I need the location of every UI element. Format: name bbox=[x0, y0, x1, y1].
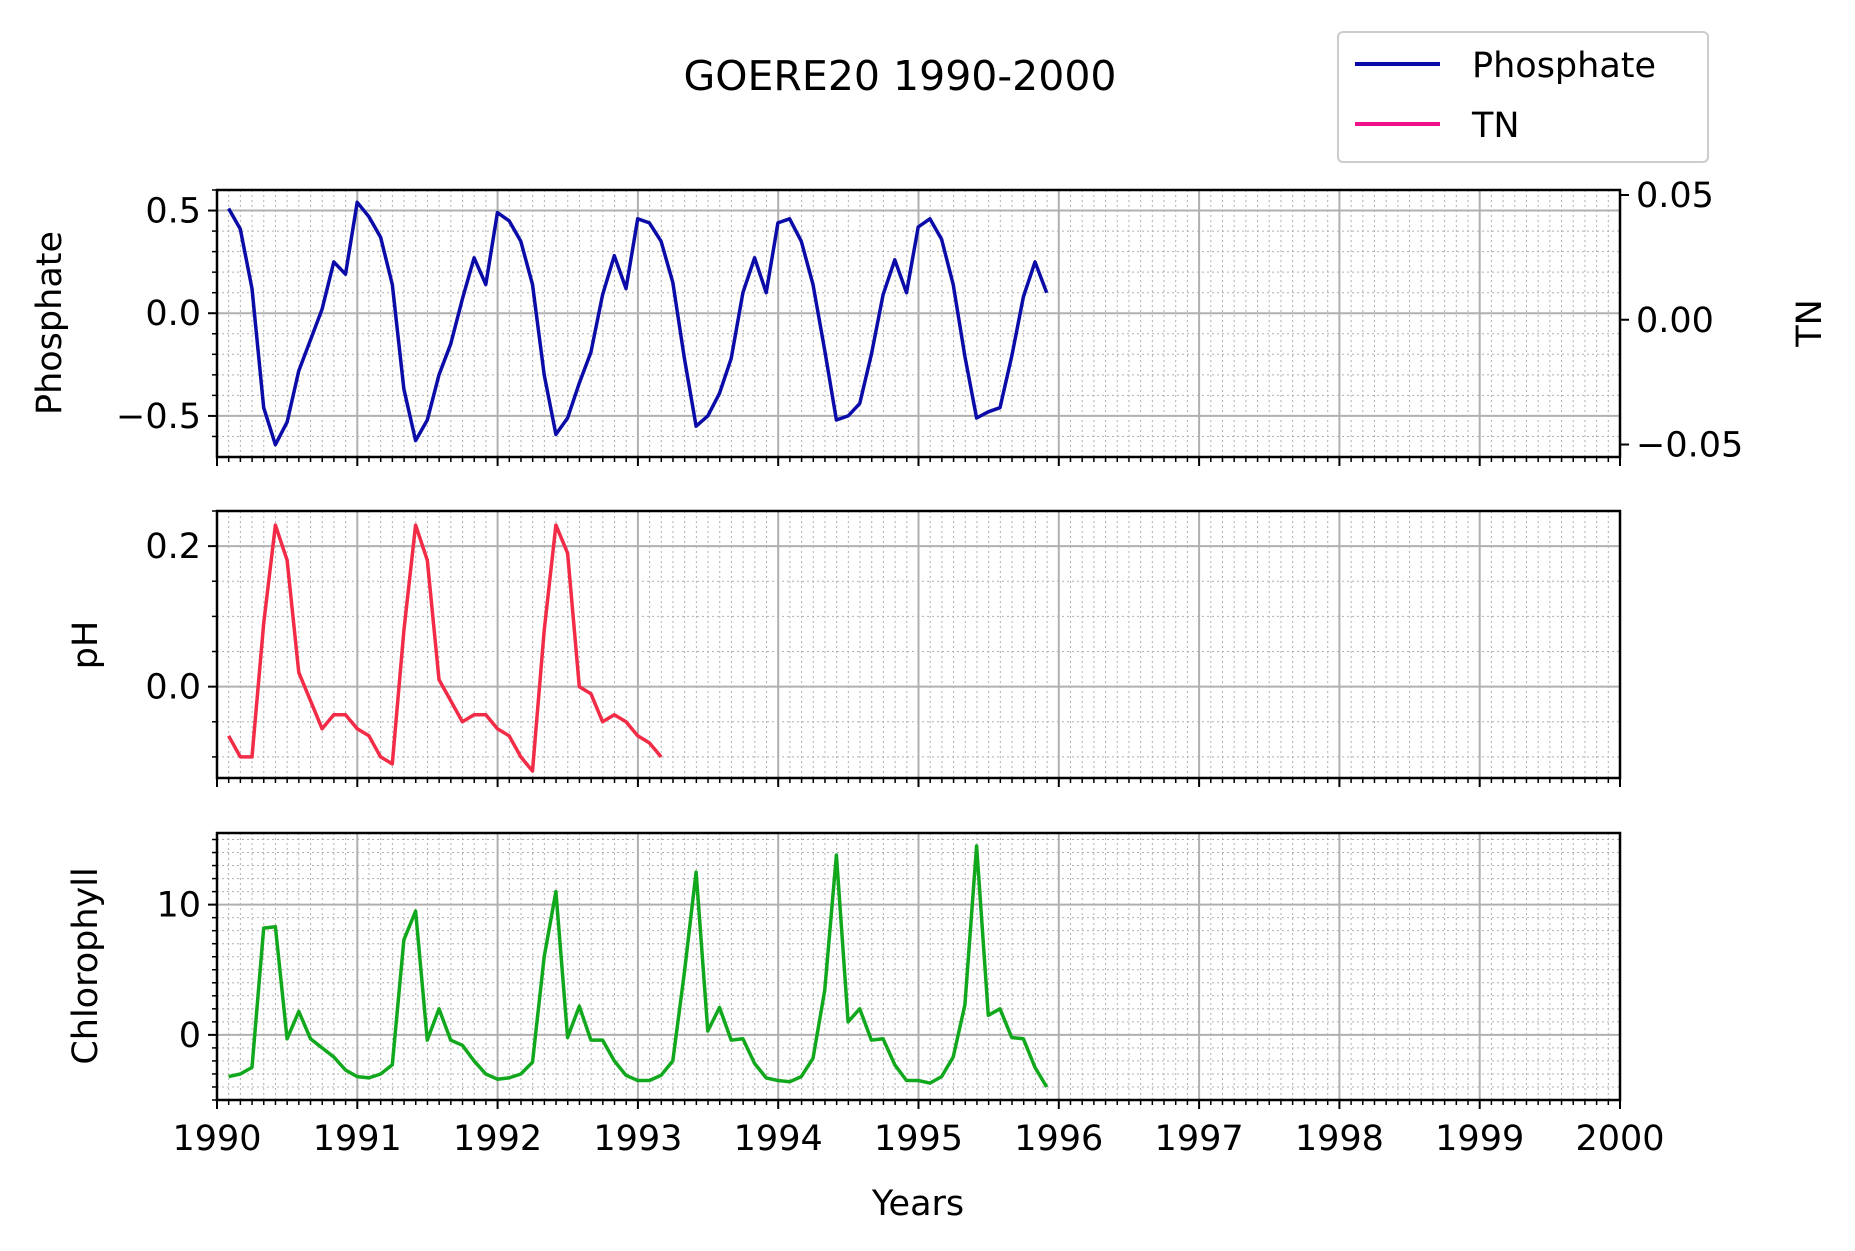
y-tick-label: 10 bbox=[156, 886, 201, 926]
subplot-phosphate: 0.5 0.0 −0.5 0.05 0.00 −0.05 Phosphate TN bbox=[30, 176, 1830, 466]
grid-chlorophyll bbox=[216, 833, 1621, 1101]
secondary-y-tick-label: 0.00 bbox=[1636, 301, 1714, 341]
x-tick-label: 1994 bbox=[734, 1119, 823, 1159]
y-tick-label: 0.5 bbox=[145, 192, 201, 232]
x-tick-label: 1990 bbox=[172, 1119, 261, 1159]
x-tick-label: 1995 bbox=[874, 1119, 963, 1159]
series-chlorophyll bbox=[228, 844, 1049, 1088]
series-line-ph bbox=[227, 523, 663, 773]
x-ticks-ph bbox=[216, 778, 1621, 787]
x-tick-label: 1998 bbox=[1295, 1119, 1384, 1159]
subplot-ph: 0.2 0.0 pH bbox=[66, 509, 1622, 787]
ylabel-ph: pH bbox=[66, 621, 106, 670]
x-ticks-phosphate bbox=[216, 457, 1621, 466]
y-ticks-tn: 0.05 0.00 −0.05 bbox=[1620, 176, 1743, 466]
chart-title: GOERE20 1990-2000 bbox=[683, 52, 1116, 100]
series-line-chlorophyll bbox=[228, 844, 1049, 1088]
y-tick-label: 0.0 bbox=[145, 668, 201, 708]
y-ticks-ph: 0.2 0.0 bbox=[145, 510, 217, 758]
y-tick-label: 0 bbox=[179, 1016, 201, 1056]
series-ph bbox=[227, 523, 663, 773]
series-phosphate bbox=[227, 200, 1049, 447]
ylabel-tn: TN bbox=[1790, 299, 1830, 348]
x-tick-label: 1991 bbox=[313, 1119, 402, 1159]
x-tick-label: 1992 bbox=[453, 1119, 542, 1159]
y-tick-label: 0.0 bbox=[145, 294, 201, 334]
x-tick-label: 1993 bbox=[593, 1119, 682, 1159]
ylabel-chlorophyll: Chlorophyll bbox=[66, 867, 106, 1064]
legend: Phosphate TN bbox=[1337, 31, 1709, 163]
y-tick-label: −0.5 bbox=[116, 397, 201, 437]
subplot-chlorophyll: 10 0 Chlorophyll bbox=[66, 831, 1622, 1109]
legend-label-tn: TN bbox=[1471, 106, 1520, 146]
series-line-phosphate bbox=[227, 200, 1049, 447]
x-tick-label: 1996 bbox=[1014, 1119, 1103, 1159]
secondary-y-tick-label: 0.05 bbox=[1636, 176, 1714, 216]
y-ticks-chlorophyll: 10 0 bbox=[156, 838, 217, 1101]
x-tick-label: 1997 bbox=[1155, 1119, 1244, 1159]
secondary-y-tick-label: −0.05 bbox=[1636, 426, 1743, 466]
y-ticks-phosphate: 0.5 0.0 −0.5 bbox=[116, 189, 217, 438]
y-tick-label: 0.2 bbox=[145, 527, 201, 567]
x-tick-label: 2000 bbox=[1575, 1119, 1664, 1159]
x-tick-label: 1999 bbox=[1435, 1119, 1524, 1159]
xlabel: Years bbox=[871, 1184, 964, 1224]
grid-phosphate bbox=[216, 189, 1621, 457]
x-tick-labels: 1990 1991 1992 1993 1994 1995 1996 1997 1998 1999… bbox=[172, 1119, 1664, 1159]
legend-label-phosphate: Phosphate bbox=[1472, 46, 1656, 86]
ylabel-phosphate: Phosphate bbox=[30, 231, 70, 415]
x-ticks-chlorophyll bbox=[216, 1100, 1621, 1109]
